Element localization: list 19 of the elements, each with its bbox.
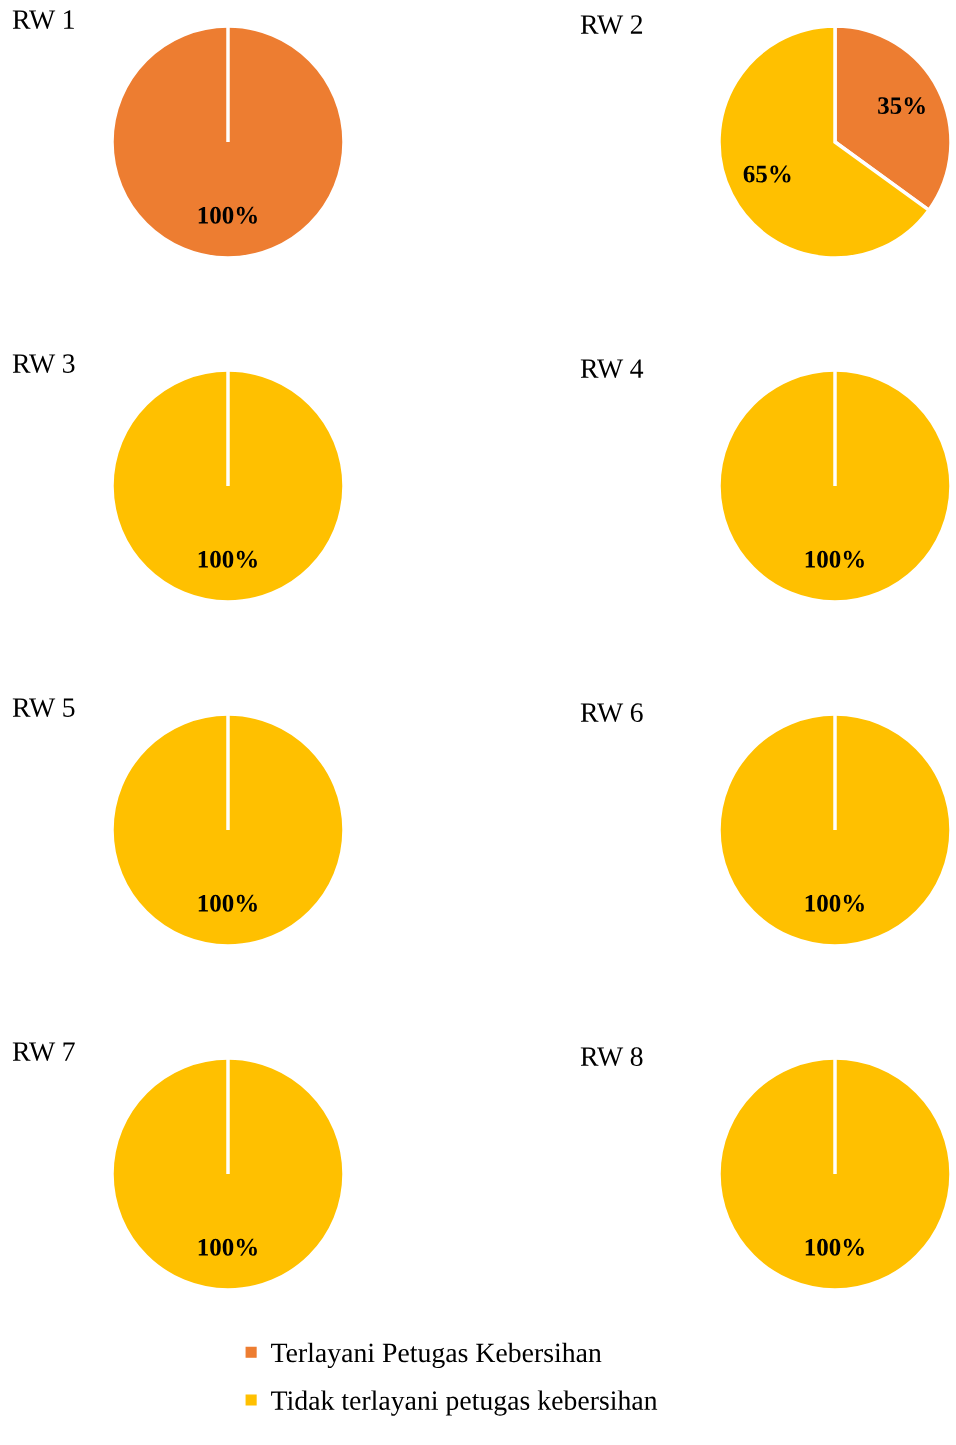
chart-title: RW 8 [580, 1047, 643, 1067]
chart-title: RW 2 [580, 15, 643, 35]
data-label: 100% [198, 894, 257, 912]
chart-title: RW 7 [12, 1042, 75, 1062]
data-label: 100% [805, 1238, 864, 1256]
legend-label: Terlayani Petugas Kebersihan [271, 1342, 602, 1368]
chart-title: RW 3 [12, 354, 75, 374]
data-label: 35% [878, 97, 925, 115]
chart-title: RW 1 [12, 10, 74, 30]
data-label: 100% [805, 550, 864, 568]
legend-label: Tidak terlayani petugas kebersihan [271, 1390, 658, 1416]
chart-title: RW 6 [580, 703, 643, 723]
chart-title: RW 4 [580, 359, 644, 379]
chart-title: RW 5 [12, 698, 75, 718]
data-label: 100% [805, 894, 864, 912]
data-label: 100% [198, 206, 257, 224]
data-label: 100% [198, 1238, 257, 1256]
data-label: 100% [198, 550, 257, 568]
data-label: 65% [743, 165, 791, 183]
